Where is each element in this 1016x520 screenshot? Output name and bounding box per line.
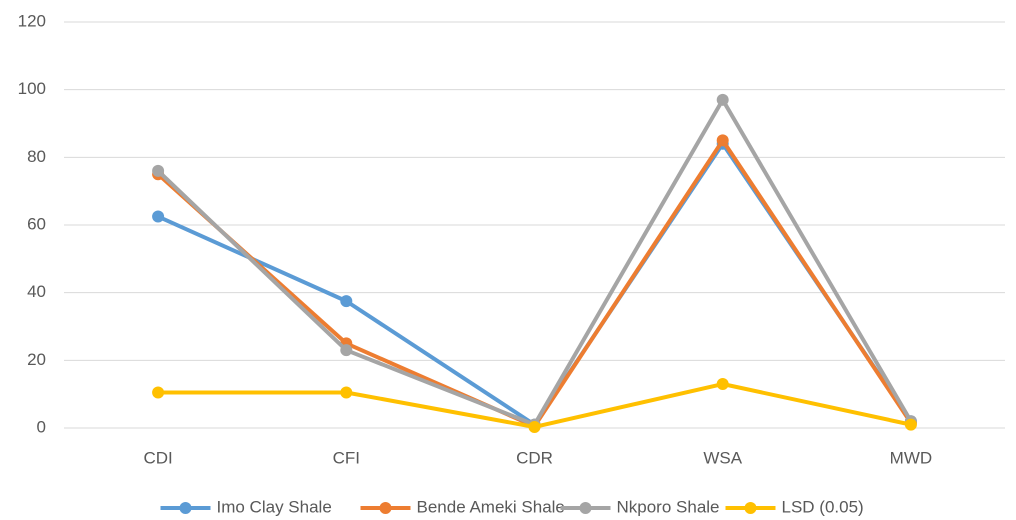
legend-label: Bende Ameki Shale [417,497,565,516]
x-tick-label: CDR [516,448,553,467]
series-line [157,141,913,427]
y-tick-label: 80 [27,147,46,166]
x-tick-label: CFI [333,448,360,467]
legend-marker [179,502,192,514]
x-tick-label: MWD [890,448,932,467]
legend-label: LSD (0.05) [782,497,864,516]
y-tick-label: 120 [18,11,46,30]
x-tick-label: WSA [703,448,742,467]
y-tick-label: 40 [27,282,46,301]
y-tick-label: 0 [37,417,46,436]
data-point [904,418,917,431]
data-point [340,386,353,399]
legend-label: Imo Clay Shale [217,497,332,516]
legend-marker [579,502,592,514]
x-tick-label: CDI [143,448,172,467]
legend-marker [379,502,392,514]
data-point [340,344,353,357]
data-point [528,420,541,433]
data-point [716,93,729,106]
data-point [152,386,165,399]
data-point [716,378,729,391]
series-line [156,138,913,429]
series-line [156,97,913,427]
y-tick-label: 20 [27,350,46,369]
data-point [340,295,353,308]
legend-label: Nkporo Shale [617,497,720,516]
data-point [716,134,729,147]
y-tick-label: 100 [18,79,46,98]
legend-marker [744,502,757,514]
data-point [152,210,165,223]
y-tick-label: 60 [27,214,46,233]
data-point [152,164,165,177]
